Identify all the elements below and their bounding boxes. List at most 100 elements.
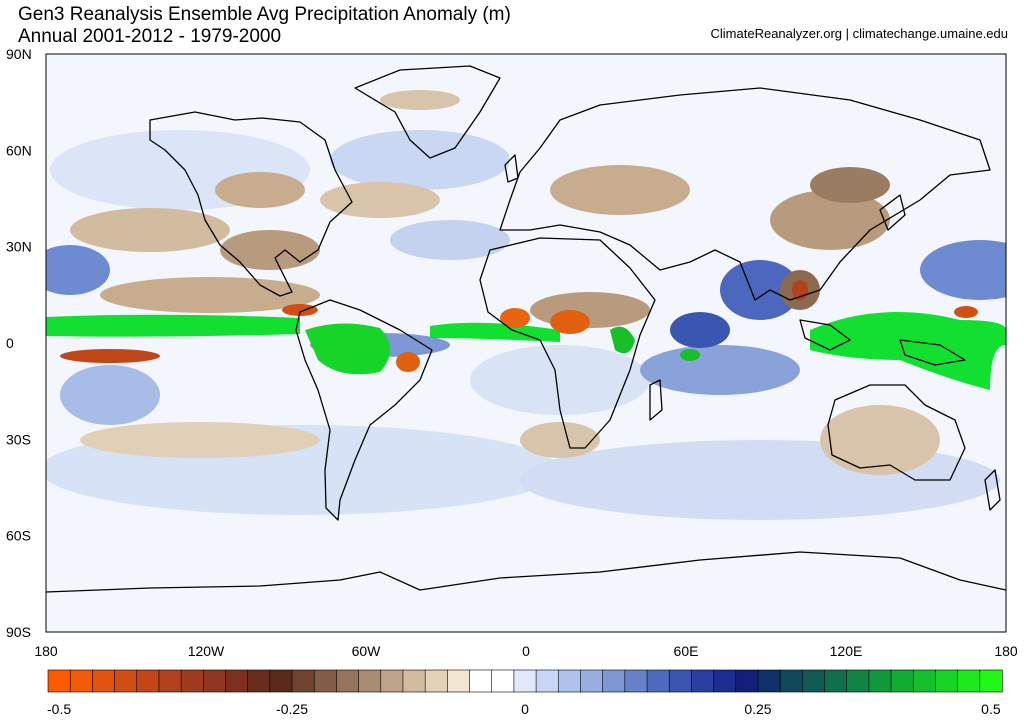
- colorbar-swatch: [580, 669, 604, 693]
- colorbar: [47, 669, 1003, 693]
- south-africa-dry: [520, 422, 600, 458]
- maritime-continent-wet: [810, 312, 1006, 390]
- arabian-sea-wet-patch: [670, 312, 730, 348]
- indian-ocean-wet-patch: [640, 345, 800, 395]
- source-credit: ClimateReanalyzer.org | climatechange.um…: [710, 26, 1008, 41]
- us-plains-dry: [215, 172, 305, 208]
- lat-label: 90N: [6, 46, 32, 62]
- east-asia-dry: [770, 190, 890, 250]
- south-pacific-wet-patch: [60, 365, 160, 425]
- bay-of-bengal-wet-patch: [720, 260, 800, 320]
- colorbar-swatch: [158, 669, 182, 693]
- lon-label: 60E: [674, 643, 699, 659]
- colorbar-swatch: [358, 669, 382, 693]
- sahel-dry: [530, 292, 650, 328]
- borneo-sumatra-coast: [799, 319, 851, 351]
- colorbar-swatch: [979, 669, 1003, 693]
- subtropical-atlantic-wet: [390, 220, 510, 260]
- map-title: Gen3 Reanalysis Ensemble Avg Precipitati…: [18, 4, 511, 25]
- colorbar-swatch: [269, 669, 293, 693]
- colorbar-swatch: [846, 669, 870, 693]
- colorbar-swatch: [535, 669, 559, 693]
- colorbar-swatch: [779, 669, 803, 693]
- west-pacific-dry-spot: [954, 306, 978, 318]
- map-subtitle: Annual 2001-2012 - 1979-2000: [18, 26, 282, 47]
- indian-ocean-wet-spot: [680, 349, 700, 361]
- dateline-wet-patch: [46, 245, 110, 295]
- coastlines: [46, 65, 1006, 593]
- subtropical-pacific-dry: [70, 208, 230, 252]
- pacific-itcz-wet: [46, 314, 300, 337]
- colorbar-swatch: [735, 669, 759, 693]
- greenland-coast: [354, 65, 501, 159]
- colorbar-tick-label: 0.25: [744, 701, 771, 717]
- colorbar-swatch: [180, 669, 204, 693]
- colorbar-swatch: [713, 669, 737, 693]
- us-southeast-dry: [220, 230, 320, 270]
- east-africa-wet: [610, 326, 635, 354]
- africa-coast: [479, 237, 656, 449]
- colorbar-tick-labels: -0.5 -0.25 0 0.25 0.5: [47, 701, 1001, 717]
- central-pacific-dry: [60, 349, 160, 363]
- title-block: Gen3 Reanalysis Ensemble Avg Precipitati…: [18, 4, 511, 48]
- map-frame: [45, 53, 1007, 633]
- colorbar-swatch: [402, 669, 426, 693]
- lon-label: 180: [34, 643, 58, 659]
- colorbar-swatch: [114, 669, 138, 693]
- lon-label: 120E: [830, 643, 863, 659]
- west-africa-dry-1: [500, 308, 530, 328]
- north-atlantic-dry: [320, 182, 440, 218]
- colorbar-swatch: [203, 669, 227, 693]
- colorbar-tick-label: -0.5: [47, 701, 71, 717]
- lon-label: 60W: [352, 643, 382, 659]
- lon-label: 120W: [188, 643, 225, 659]
- colorbar-swatch: [69, 669, 93, 693]
- colorbar-swatch: [602, 669, 626, 693]
- colorbar-swatch: [824, 669, 848, 693]
- latitude-labels: 90N 60N 30N 0 30S 60S 90S: [6, 46, 32, 640]
- eurasia-coast: [499, 87, 991, 301]
- colorbar-tick-label: 0: [521, 701, 529, 717]
- colorbar-tick-label: -0.25: [276, 701, 308, 717]
- west-pacific-wet-patch: [920, 240, 1006, 300]
- colorbar-swatch: [802, 669, 826, 693]
- south-pacific-dry-band: [80, 422, 320, 458]
- lat-label: 60N: [6, 142, 32, 158]
- madagascar-coast: [649, 379, 663, 421]
- colorbar-swatch: [557, 669, 582, 693]
- north-atlantic-wet-band: [330, 130, 510, 190]
- colorbar-swatch: [513, 669, 537, 693]
- new-zealand-coast: [984, 469, 1001, 511]
- east-pacific-dry-band: [100, 277, 320, 313]
- colorbar-swatch: [624, 669, 648, 693]
- north-china-dry: [810, 167, 890, 203]
- lat-label: 0: [6, 335, 14, 351]
- eurasia-dry: [550, 165, 690, 215]
- northeast-brazil-dry: [396, 352, 420, 372]
- colorbar-swatch: [380, 669, 404, 693]
- colorbar-swatch: [491, 669, 515, 693]
- new-guinea-coast: [899, 339, 966, 366]
- australia-coast: [827, 384, 966, 481]
- south-atlantic-wet-band: [470, 345, 650, 415]
- colorbar-swatch: [957, 669, 981, 693]
- japan-coast: [879, 194, 906, 231]
- map-panel: [45, 53, 1007, 633]
- lat-label: 30S: [6, 431, 31, 447]
- south-america-coast: [295, 299, 433, 521]
- lat-label: 90S: [6, 624, 31, 640]
- colorbar-swatch: [424, 669, 448, 693]
- colorbar-swatch: [447, 669, 471, 693]
- uk-coast: [504, 154, 519, 183]
- colorbar-swatch: [313, 669, 338, 693]
- colorbar-swatch: [757, 669, 781, 693]
- amazon-wet: [305, 323, 390, 375]
- antarctica-coast: [46, 551, 1006, 593]
- greenland-dry: [380, 90, 460, 110]
- lon-label: 180: [994, 643, 1018, 659]
- colorbar-swatch: [291, 669, 315, 693]
- lat-label: 30N: [6, 239, 32, 255]
- colorbar-swatch: [668, 669, 692, 693]
- australia-dry: [820, 405, 940, 475]
